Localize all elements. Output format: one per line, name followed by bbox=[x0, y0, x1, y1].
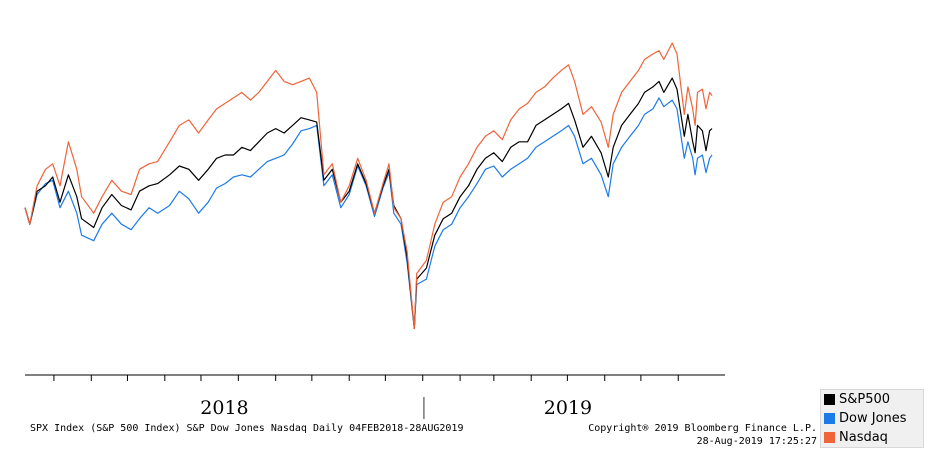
x-axis-ticks bbox=[53, 375, 679, 381]
x-tick-label-2019: 2019 bbox=[544, 397, 592, 419]
legend-swatch-nasdaq bbox=[824, 432, 835, 443]
chart-description: SPX Index (S&P 500 Index) S&P Dow Jones … bbox=[30, 423, 464, 434]
legend-swatch-dow-jones bbox=[824, 413, 835, 424]
legend-item-dow-jones: Dow Jones bbox=[821, 409, 923, 428]
timestamp-text: 28-Aug-2019 17:25:27 bbox=[696, 436, 817, 447]
series-line-dow-jones bbox=[24, 97, 713, 330]
copyright-text: Copyright® 2019 Bloomberg Finance L.P. bbox=[588, 423, 817, 434]
legend: S&P500 Dow Jones Nasdaq bbox=[820, 389, 924, 448]
series-line-s-p500 bbox=[24, 77, 713, 330]
legend-label-sp500: S&P500 bbox=[839, 392, 891, 407]
x-tick-label-2018: 2018 bbox=[200, 397, 248, 419]
legend-item-sp500: S&P500 bbox=[821, 390, 923, 409]
series-line-nasdaq bbox=[24, 42, 713, 330]
legend-item-nasdaq: Nasdaq bbox=[821, 428, 923, 447]
copyright-block: Copyright® 2019 Bloomberg Finance L.P. 2… bbox=[588, 422, 817, 448]
legend-swatch-sp500 bbox=[824, 394, 835, 405]
series-layer bbox=[24, 42, 713, 330]
legend-label-nasdaq: Nasdaq bbox=[839, 430, 888, 445]
legend-label-dow-jones: Dow Jones bbox=[839, 411, 907, 426]
